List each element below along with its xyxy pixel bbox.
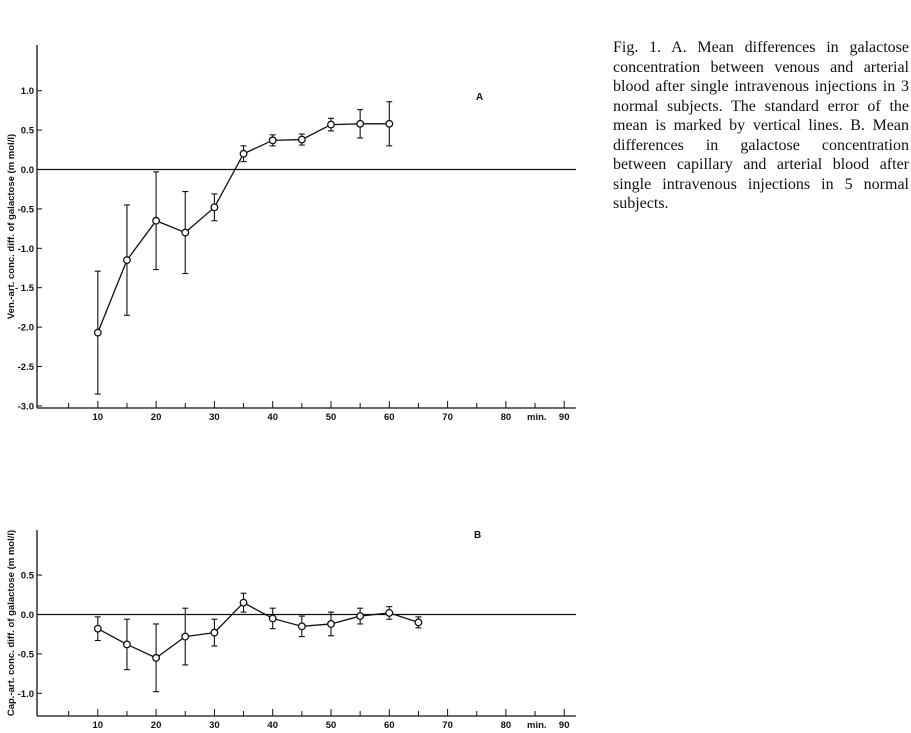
data-point bbox=[297, 135, 306, 144]
data-point bbox=[122, 640, 131, 649]
y-tick-label: 1.0 bbox=[21, 86, 34, 97]
y-tick-label: -0.5 bbox=[18, 204, 35, 215]
data-point bbox=[327, 620, 335, 628]
panel-a: 10 20 30 40 50 60 70 80 90 min. 1.0 0.5 0.0 -0.5 -1.0 -… bbox=[6, 45, 576, 423]
x-tick-label: 30 bbox=[209, 720, 220, 731]
x-tick-label: 50 bbox=[326, 720, 337, 731]
x-tick-label: 30 bbox=[209, 412, 220, 423]
x-tick-label: 50 bbox=[326, 412, 337, 423]
y-tick-label: - 1.5 bbox=[15, 283, 35, 294]
data-point bbox=[414, 618, 423, 627]
y-tick-label: -1.0 bbox=[18, 689, 34, 700]
y-tick-label: 0.5 bbox=[21, 126, 35, 137]
x-tick-label: 90 bbox=[559, 412, 570, 423]
data-point bbox=[152, 653, 161, 662]
data-point bbox=[385, 608, 394, 617]
x-tick-label: 70 bbox=[442, 412, 453, 423]
x-tick-label: 60 bbox=[384, 412, 395, 423]
data-point bbox=[210, 628, 219, 637]
panel-b: 10 20 30 40 50 60 70 80 90 min. 0.5 0.0 -0.5 -1.0Cap.… bbox=[6, 530, 576, 731]
y-tick-label: -0.5 bbox=[18, 649, 35, 660]
panel-label: B bbox=[474, 530, 481, 541]
figure-caption: Fig. 1. A. Mean differences in galactose… bbox=[613, 39, 909, 212]
y-axis-label: Cap.-art. conc. diff. of galactose (m mo… bbox=[6, 530, 17, 716]
data-point bbox=[93, 624, 102, 633]
y-tick-label: 0.0 bbox=[21, 165, 34, 176]
x-tick-label: 20 bbox=[151, 412, 162, 423]
y-tick-label: -3.0 bbox=[18, 401, 34, 412]
data-point bbox=[239, 149, 248, 158]
data-point bbox=[152, 216, 161, 225]
data-point bbox=[93, 328, 102, 337]
y-tick-label: 0.0 bbox=[21, 610, 34, 621]
data-point bbox=[122, 256, 131, 265]
data-point bbox=[297, 622, 306, 631]
x-tick-label: 90 bbox=[559, 720, 570, 731]
series-line bbox=[97, 601, 419, 659]
data-point bbox=[239, 598, 248, 607]
y-axis-label: Ven.-art. conc. diff. of galactose (m mo… bbox=[6, 134, 17, 319]
x-axis-label: min. bbox=[527, 720, 547, 731]
y-tick-label: -1.0 bbox=[18, 244, 34, 255]
data-point bbox=[268, 614, 277, 623]
x-tick-label: 10 bbox=[93, 412, 104, 423]
x-tick-label: 60 bbox=[384, 720, 395, 731]
data-point bbox=[356, 612, 365, 621]
y-tick-label: 0.5 bbox=[21, 571, 35, 582]
x-axis-label: min. bbox=[527, 412, 547, 423]
data-point bbox=[181, 228, 190, 237]
y-tick-label: -2.0 bbox=[18, 323, 34, 334]
x-tick-label: 10 bbox=[93, 720, 104, 731]
x-tick-label: 70 bbox=[442, 720, 453, 731]
data-point bbox=[268, 136, 277, 145]
x-tick-label: 80 bbox=[501, 720, 512, 731]
panel-label: A bbox=[476, 92, 483, 103]
x-tick-label: 20 bbox=[151, 720, 162, 731]
data-point bbox=[181, 632, 190, 641]
x-tick-label: 80 bbox=[501, 412, 512, 423]
data-point bbox=[210, 203, 219, 212]
x-tick-label: 40 bbox=[267, 720, 278, 731]
data-point bbox=[356, 119, 365, 128]
data-point bbox=[385, 119, 394, 128]
y-tick-label: -2.5 bbox=[18, 362, 35, 373]
data-point bbox=[327, 120, 335, 129]
x-tick-label: 40 bbox=[267, 412, 278, 423]
